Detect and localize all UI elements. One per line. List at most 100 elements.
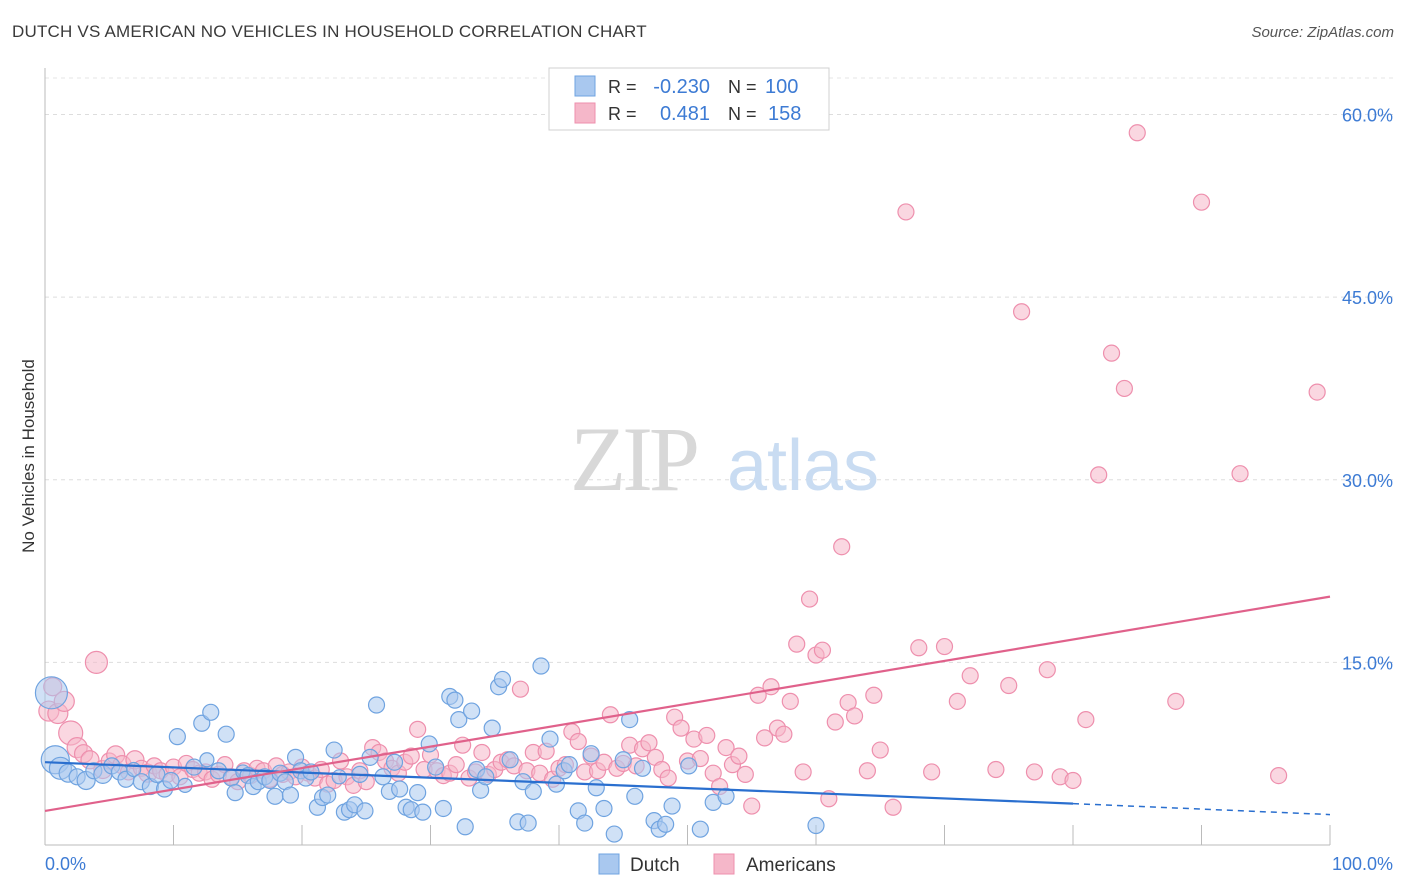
point-dutch-36 — [281, 786, 300, 804]
point-americans-108 — [730, 747, 748, 765]
point-americans-8 — [84, 650, 109, 674]
point-dutch-102 — [717, 787, 735, 805]
point-americans-130 — [884, 798, 902, 816]
point-dutch-80 — [532, 657, 550, 675]
point-americans-147 — [1115, 379, 1134, 398]
point-dutch-78 — [519, 814, 537, 832]
grid-lines — [45, 77, 1393, 663]
point-dutch-90 — [605, 825, 623, 843]
point-americans-119 — [800, 590, 819, 608]
series-legend: Dutch Americans — [598, 853, 836, 876]
point-dutch-63 — [434, 799, 452, 818]
point-americans-135 — [948, 692, 966, 710]
series-legend-swatch-dutch — [598, 853, 620, 875]
point-americans-131 — [897, 203, 915, 221]
point-americans-99 — [672, 719, 690, 737]
point-dutch-103 — [807, 816, 825, 835]
point-dutch-23 — [209, 762, 228, 780]
point-dutch-74 — [493, 670, 512, 689]
point-dutch-21 — [199, 752, 215, 768]
point-americans-134 — [935, 637, 954, 656]
point-dutch-59 — [409, 784, 427, 802]
point-americans-123 — [826, 713, 844, 731]
stats-legend: R = -0.230 N = 100 R = 0.481 N = 158 — [548, 67, 830, 131]
point-americans-137 — [987, 760, 1005, 779]
legend-n-value-dutch: 100 — [765, 76, 798, 98]
point-americans-146 — [1102, 344, 1121, 362]
watermark-zip: ZIP — [570, 408, 697, 510]
point-dutch-56 — [391, 780, 409, 798]
point-americans-145 — [1090, 466, 1108, 484]
point-dutch-84 — [560, 756, 578, 774]
x-tick-labels: 0.0% 100.0% — [45, 854, 1393, 874]
legend-r-label-americans: R = — [608, 104, 637, 124]
point-dutch-60 — [414, 803, 432, 821]
legend-r-value-dutch: -0.230 — [653, 76, 710, 98]
point-dutch-33 — [266, 787, 284, 805]
point-dutch-22 — [202, 703, 220, 721]
point-dutch-67 — [456, 818, 474, 836]
y-axis-label: No Vehicles in Household — [19, 359, 38, 553]
point-americans-143 — [1064, 771, 1082, 790]
x-tick-label-min: 0.0% — [45, 854, 86, 874]
point-dutch-98 — [663, 797, 681, 815]
point-americans-57 — [402, 747, 420, 765]
series-legend-swatch-americans — [713, 853, 735, 875]
point-americans-151 — [1231, 465, 1249, 483]
point-americans-68 — [473, 743, 491, 762]
point-dutch-88 — [587, 779, 605, 797]
point-americans-148 — [1128, 124, 1146, 142]
point-dutch-71 — [477, 768, 495, 786]
y-tick-label-1: 30.0% — [1342, 471, 1393, 491]
point-dutch-93 — [626, 787, 644, 805]
point-dutch-99 — [680, 757, 698, 775]
point-dutch-66 — [450, 711, 468, 729]
point-americans-144 — [1077, 711, 1095, 729]
point-americans-64 — [447, 756, 465, 774]
point-americans-117 — [788, 635, 806, 653]
trend-lines — [44, 595, 1331, 816]
legend-swatch-dutch — [574, 75, 596, 97]
point-americans-132 — [910, 639, 928, 657]
y-tick-label-3: 60.0% — [1342, 106, 1393, 126]
y-tick-label-2: 45.0% — [1342, 288, 1393, 308]
point-americans-152 — [1269, 767, 1288, 785]
point-dutch-45 — [331, 769, 347, 785]
point-americans-113 — [762, 678, 780, 696]
point-americans-127 — [858, 762, 877, 780]
trend-line-americans — [44, 595, 1331, 812]
point-americans-116 — [781, 692, 799, 710]
point-americans-121 — [813, 641, 832, 659]
point-americans-106 — [717, 739, 735, 757]
legend-swatch-americans — [574, 102, 596, 124]
point-americans-138 — [1000, 676, 1018, 695]
trend-line-dutch-extension — [1072, 802, 1331, 816]
point-dutch-100 — [691, 820, 709, 838]
point-americans-103 — [698, 726, 716, 745]
point-americans-109 — [736, 765, 754, 783]
point-americans-136 — [961, 667, 979, 685]
legend-n-value-americans: 158 — [768, 103, 801, 125]
point-dutch-26 — [226, 784, 244, 802]
point-dutch-68 — [463, 702, 481, 720]
point-dutch-62 — [427, 758, 445, 776]
point-dutch-86 — [576, 814, 594, 832]
chart-source: Source: ZipAtlas.com — [1251, 24, 1394, 41]
point-dutch-44 — [325, 741, 343, 759]
point-dutch-24 — [217, 725, 235, 743]
point-dutch-94 — [633, 759, 652, 777]
point-dutch-55 — [385, 753, 404, 771]
point-dutch-0 — [34, 676, 69, 710]
point-dutch-72 — [483, 719, 501, 737]
point-americans-74 — [511, 680, 530, 698]
point-americans-97 — [659, 769, 677, 787]
legend-n-label-dutch: N = — [728, 77, 757, 97]
y-tick-label-0: 15.0% — [1342, 653, 1393, 673]
series-dutch — [34, 657, 825, 843]
point-dutch-87 — [582, 745, 600, 763]
legend-r-label-dutch: R = — [608, 77, 637, 97]
point-americans-58 — [409, 720, 427, 738]
point-americans-112 — [755, 729, 774, 747]
point-dutch-65 — [446, 691, 464, 709]
point-dutch-79 — [524, 782, 542, 801]
